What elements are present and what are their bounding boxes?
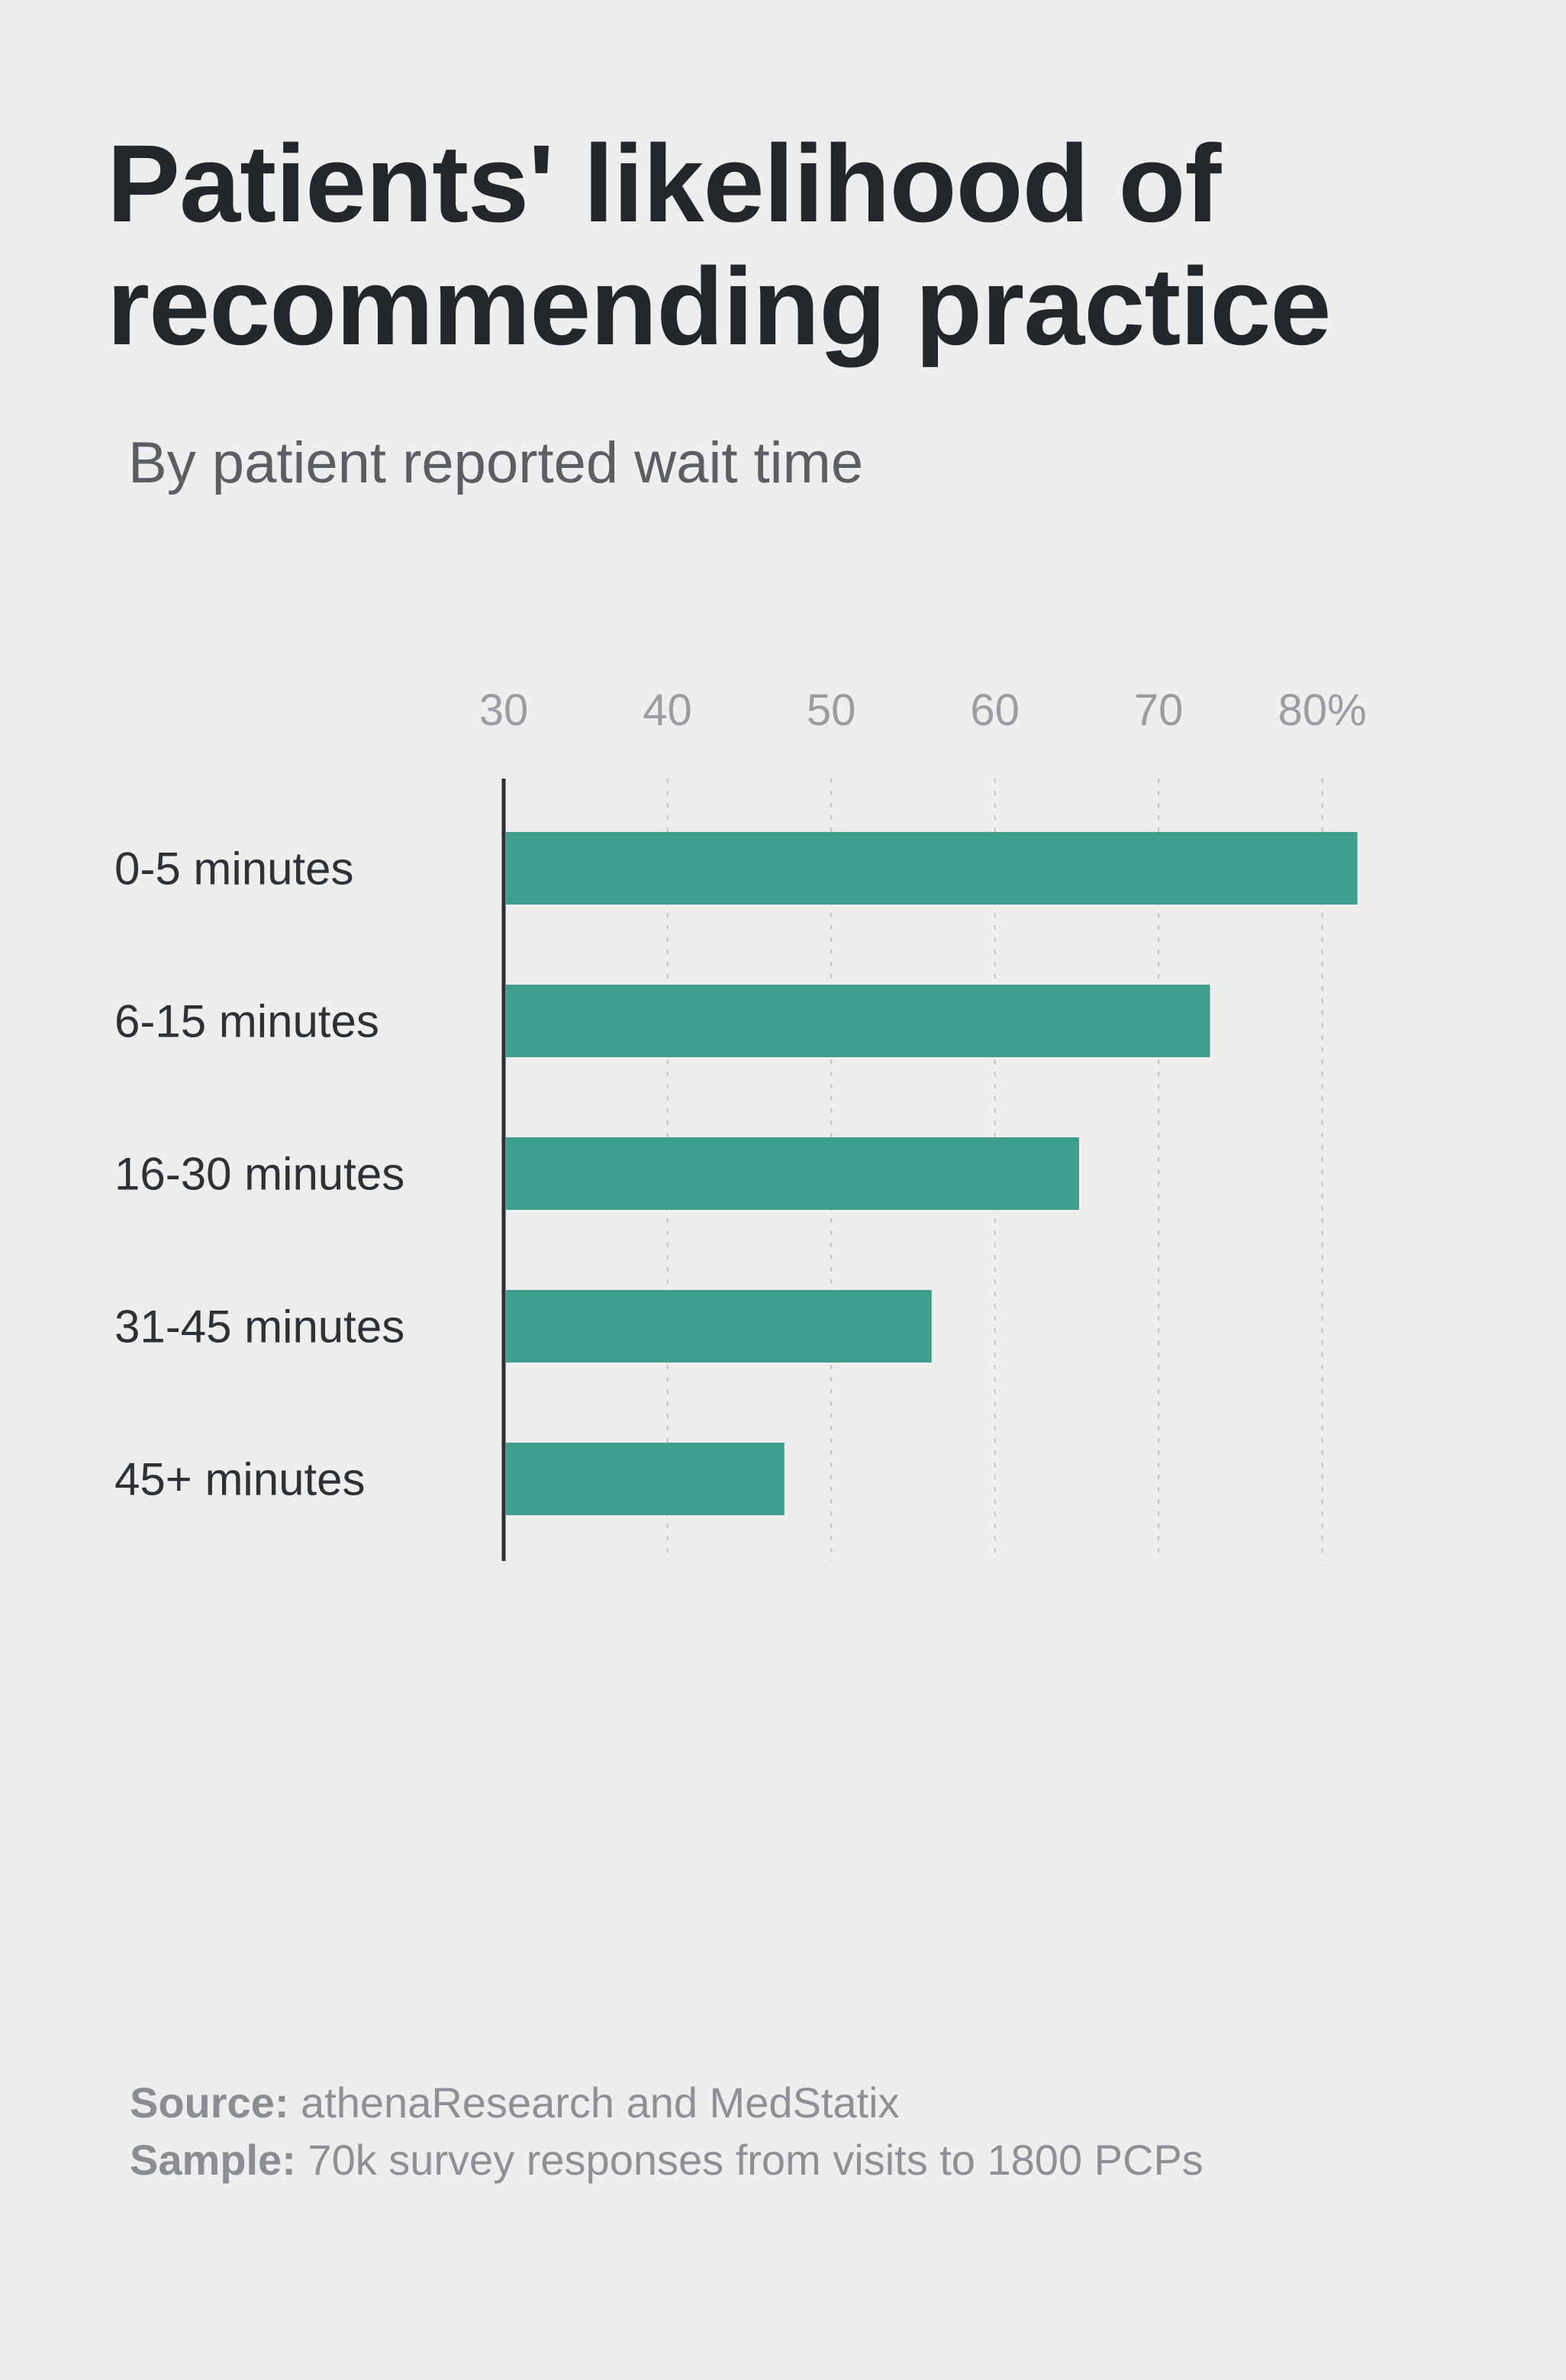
bar (506, 1443, 785, 1515)
category-label: 6-15 minutes (114, 995, 379, 1046)
category-label: 16-30 minutes (114, 1148, 404, 1199)
category-label: 45+ minutes (114, 1453, 366, 1504)
x-axis-tick-label: 50 (807, 685, 856, 735)
page: Patients' likelihood of recommending pra… (0, 0, 1566, 2380)
source-label: Source: (130, 2078, 289, 2127)
sample-text: 70k survey responses from visits to 1800… (296, 2136, 1204, 2184)
x-axis-tick-label: 70 (1134, 685, 1184, 735)
sample-label: Sample: (130, 2136, 296, 2184)
x-axis-tick-label: 60 (970, 685, 1020, 735)
source-line: Source: athenaResearch and MedStatix (130, 2074, 1436, 2132)
source-text: athenaResearch and MedStatix (289, 2078, 900, 2127)
bar-chart-svg: 30 40 50 60 70 80% 0-5 minutes 6-15 minutes 16-3… (114, 679, 1458, 1641)
x-axis-tick-label: 30 (479, 685, 529, 735)
bar (506, 1137, 1079, 1210)
chart-subtitle: By patient reported wait time (128, 430, 1459, 496)
chart: 30 40 50 60 70 80% 0-5 minutes 6-15 minutes 16-3… (114, 679, 1459, 1641)
chart-footer: Source: athenaResearch and MedStatix Sam… (130, 2074, 1436, 2189)
chart-title: Patients' likelihood of recommending pra… (107, 122, 1459, 369)
bar (506, 1290, 932, 1363)
bar (506, 832, 1358, 905)
bar (506, 985, 1210, 1057)
category-label: 31-45 minutes (114, 1301, 404, 1352)
category-label: 0-5 minutes (114, 843, 353, 894)
x-axis-tick-label: 40 (643, 685, 692, 735)
sample-line: Sample: 70k survey responses from visits… (130, 2131, 1436, 2189)
x-axis-tick-label: 80% (1278, 685, 1367, 735)
